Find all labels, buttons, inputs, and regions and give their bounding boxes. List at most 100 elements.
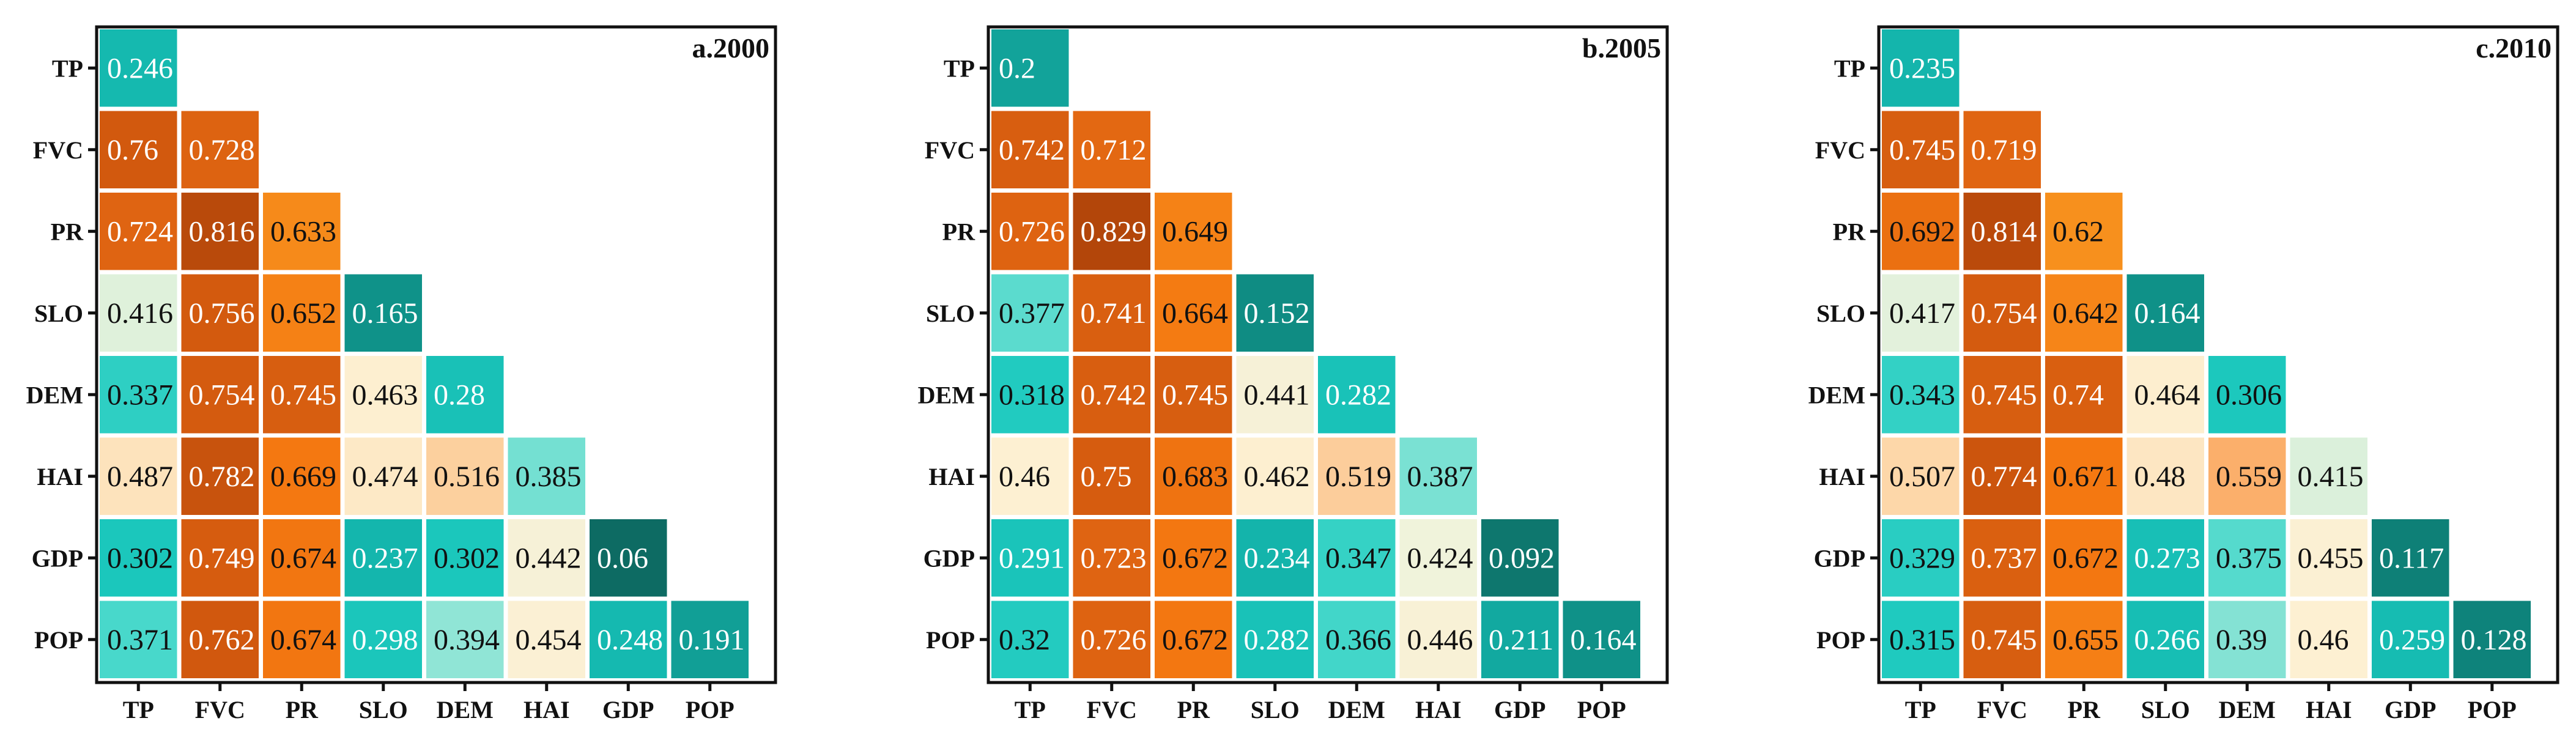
cell-value-label: 0.377: [999, 297, 1065, 330]
cell-value-label: 0.749: [189, 542, 255, 574]
x-tick-label: HAI: [1415, 696, 1462, 723]
panel-title: a.2000: [692, 32, 770, 64]
heatmap-cell-pr-tp: [991, 193, 1069, 270]
heatmap-cell-gdp-hai: [1399, 519, 1477, 597]
cell-value-label: 0.745: [1162, 379, 1228, 411]
heatmap-cell-pop-dem: [1318, 601, 1396, 678]
cell-value-label: 0.671: [2052, 461, 2119, 493]
cell-value-label: 0.298: [352, 624, 418, 656]
cell-value-label: 0.742: [1081, 379, 1147, 411]
heatmap-cell-hai-dem: [2208, 437, 2286, 515]
cell-value-label: 0.642: [2052, 297, 2119, 330]
heatmap-cell-hai-tp: [1882, 437, 1960, 515]
cell-value-label: 0.165: [352, 297, 418, 330]
heatmap-cell-slo-pr: [263, 274, 341, 352]
cell-value-label: 0.516: [434, 461, 500, 493]
heatmap-cell-dem-fvc: [181, 356, 259, 434]
cell-value-label: 0.674: [270, 624, 336, 656]
heatmap-cell-gdp-pr: [1155, 519, 1232, 597]
heatmap-cell-hai-hai: [1399, 437, 1477, 515]
cell-value-label: 0.745: [1889, 134, 1955, 166]
heatmap-cell-hai-dem: [426, 437, 504, 515]
y-tick-label: GDP: [1814, 544, 1865, 572]
cell-value-label: 0.462: [1244, 461, 1310, 493]
cell-value-label: 0.234: [1244, 542, 1310, 574]
heatmap-cell-gdp-fvc: [181, 519, 259, 597]
cell-value-label: 0.48: [2134, 461, 2186, 493]
cell-value-label: 0.128: [2461, 624, 2527, 656]
heatmap-cell-dem-pr: [263, 356, 341, 434]
heatmap-cell-hai-slo: [344, 437, 422, 515]
heatmap-cell-pop-slo: [1236, 601, 1314, 678]
heatmap-cell-fvc-tp: [100, 111, 177, 188]
heatmap-cell-hai-slo: [2126, 437, 2204, 515]
y-tick-label: FVC: [33, 136, 83, 164]
x-tick-label: POP: [2468, 696, 2517, 723]
heatmap-cell-hai-slo: [1236, 437, 1314, 515]
heatmap-cell-slo-slo: [2126, 274, 2204, 352]
y-tick-label: SLO: [34, 300, 83, 327]
heatmap-cell-pop-gdp: [2372, 601, 2449, 678]
cell-value-label: 0.211: [1489, 624, 1553, 656]
x-tick-label: GDP: [602, 696, 654, 723]
cell-value-label: 0.474: [352, 461, 418, 493]
cell-value-label: 0.246: [107, 52, 173, 84]
cell-value-label: 0.683: [1162, 461, 1228, 493]
cell-value-label: 0.152: [1244, 297, 1310, 330]
heatmap-cell-gdp-tp: [1882, 519, 1960, 597]
cell-value-label: 0.442: [516, 542, 582, 574]
heatmap-cell-pr-pr: [2045, 193, 2123, 270]
cell-value-label: 0.415: [2298, 461, 2364, 493]
cell-value-label: 0.672: [1162, 542, 1228, 574]
heatmap-cell-hai-hai: [508, 437, 585, 515]
heatmap-cell-gdp-dem: [2208, 519, 2286, 597]
y-tick-label: TP: [944, 54, 975, 82]
cell-value-label: 0.672: [1162, 624, 1228, 656]
x-tick-label: DEM: [437, 696, 494, 723]
heatmap-cell-pop-pr: [263, 601, 341, 678]
heatmap-cell-gdp-slo: [1236, 519, 1314, 597]
cell-value-label: 0.385: [516, 461, 582, 493]
cell-value-label: 0.164: [1571, 624, 1637, 656]
cell-value-label: 0.664: [1162, 297, 1228, 330]
cell-value-label: 0.455: [2298, 542, 2364, 574]
cell-value-label: 0.318: [999, 379, 1065, 411]
heatmap-cell-fvc-fvc: [1073, 111, 1150, 188]
panel-frame: [1877, 25, 2559, 684]
y-tick-label: POP: [1816, 626, 1865, 654]
cell-value-label: 0.164: [2134, 297, 2200, 330]
y-tick-label: HAI: [37, 463, 83, 490]
cell-value-label: 0.507: [1889, 461, 1955, 493]
heatmap-cell-gdp-dem: [426, 519, 504, 597]
cell-value-label: 0.816: [189, 215, 255, 248]
heatmap-cell-slo-pr: [2045, 274, 2123, 352]
x-tick-label: DEM: [2219, 696, 2276, 723]
cell-value-label: 0.315: [1889, 624, 1955, 656]
heatmap-cell-hai-tp: [100, 437, 177, 515]
cell-value-label: 0.394: [434, 624, 500, 656]
cell-value-label: 0.463: [352, 379, 418, 411]
cell-value-label: 0.712: [1081, 134, 1147, 166]
cell-value-label: 0.655: [2052, 624, 2119, 656]
heatmap-cell-fvc-fvc: [1963, 111, 2041, 188]
y-tick-label: GDP: [923, 544, 975, 572]
heatmap-cell-hai-pr: [2045, 437, 2123, 515]
heatmap-cell-pr-pr: [263, 193, 341, 270]
heatmap-cell-slo-fvc: [1963, 274, 2041, 352]
y-tick-label: DEM: [1808, 381, 1865, 409]
heatmap-cell-hai-pr: [1155, 437, 1232, 515]
heatmap-cell-pr-tp: [100, 193, 177, 270]
heatmap-cell-pr-fvc: [1073, 193, 1150, 270]
y-tick-label: FVC: [1815, 136, 1865, 164]
cell-value-label: 0.76: [107, 134, 158, 166]
heatmap-cell-slo-slo: [1236, 274, 1314, 352]
heatmap-cell-slo-tp: [991, 274, 1069, 352]
y-tick-label: POP: [926, 626, 975, 654]
heatmap-cell-dem-pr: [1155, 356, 1232, 434]
heatmap-cell-gdp-hai: [2290, 519, 2367, 597]
heatmap-cell-fvc-tp: [1882, 111, 1960, 188]
panel-title: b.2005: [1582, 32, 1661, 64]
y-tick-label: PR: [942, 218, 975, 245]
cell-value-label: 0.282: [1244, 624, 1310, 656]
heatmap-cell-slo-fvc: [1073, 274, 1150, 352]
